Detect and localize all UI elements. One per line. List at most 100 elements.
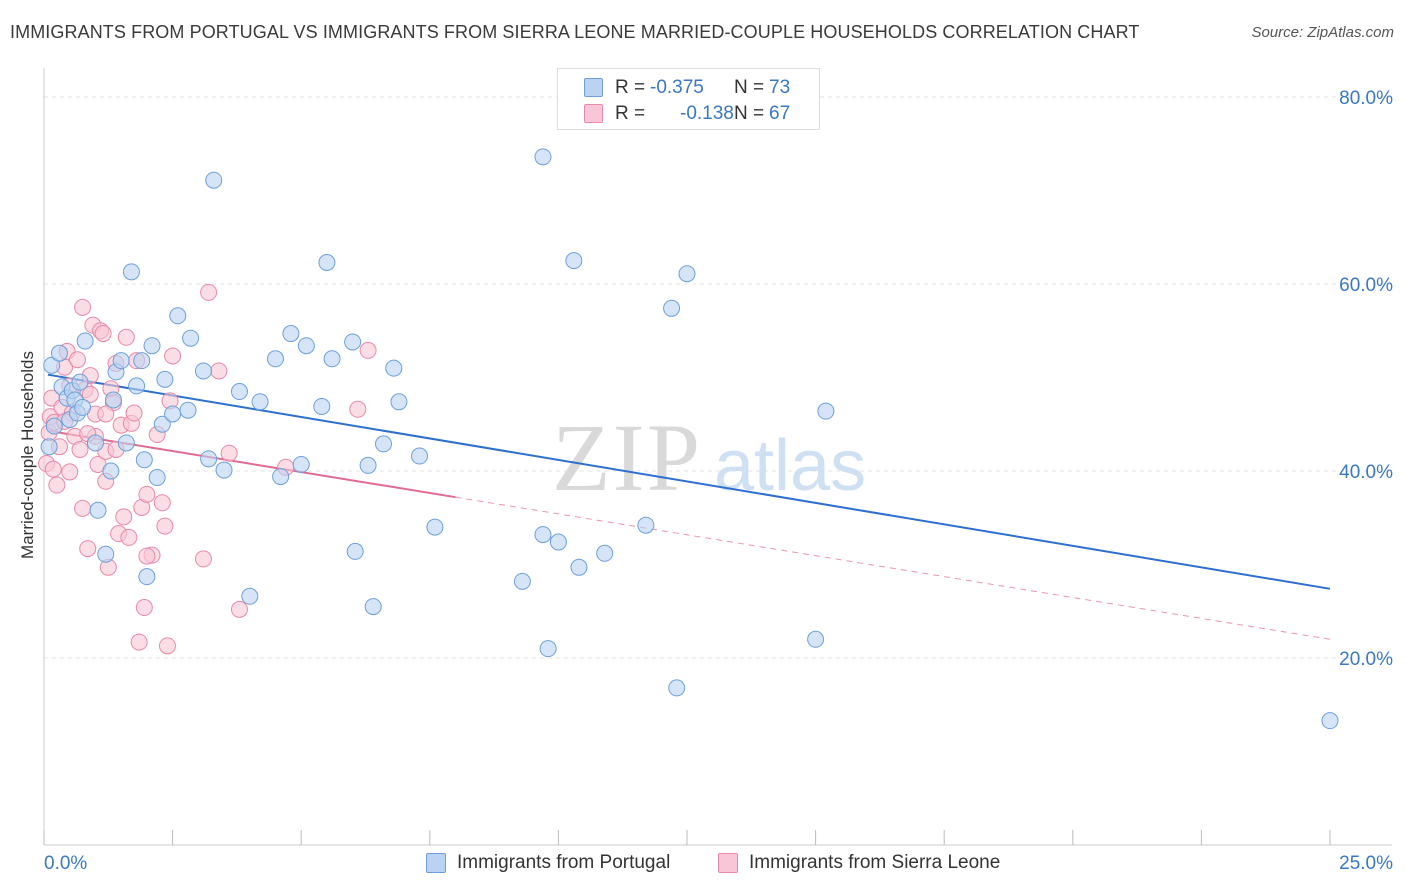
portugal-point [138, 568, 156, 586]
sierra-leone-point [130, 633, 148, 651]
sierra-leone-trend-extension [455, 496, 1331, 640]
sierra-leone-r-label: R = [615, 103, 646, 124]
sierra-leone-point [230, 600, 248, 618]
sierra-leone-point [138, 547, 156, 565]
portugal-point [74, 398, 92, 416]
sierra-leone-point [61, 463, 79, 481]
portugal-point [272, 468, 290, 486]
portugal-point [318, 253, 336, 271]
sierra-leone-legend-label: Immigrants from Sierra Leone [749, 852, 1001, 873]
portugal-point [122, 263, 140, 281]
sierra-leone-point [359, 341, 377, 359]
sierra-leone-point [153, 494, 171, 512]
sierra-leone-point [200, 283, 218, 301]
portugal-point [164, 405, 182, 423]
portugal-point [76, 332, 94, 350]
portugal-point [1321, 712, 1339, 730]
portugal-point [133, 352, 151, 370]
portugal-point [194, 362, 212, 380]
portugal-point [513, 572, 531, 590]
portugal-point [570, 558, 588, 576]
chart-title: IMMIGRANTS FROM PORTUGAL VS IMMIGRANTS F… [10, 22, 1140, 42]
sierra-leone-legend-swatch [718, 853, 738, 873]
sierra-leone-point [194, 550, 212, 568]
portugal-point [148, 469, 166, 487]
sierra-leone-point [48, 476, 66, 494]
portugal-point [390, 393, 408, 411]
portugal-point [359, 456, 377, 474]
portugal-point [156, 370, 174, 388]
portugal-point [230, 383, 248, 401]
y-tick-label: 40.0% [1339, 462, 1393, 483]
x-tick-label: 0.0% [44, 853, 87, 874]
portugal-point [169, 307, 187, 325]
portugal-swatch [584, 78, 603, 97]
portugal-point [411, 447, 429, 465]
sierra-leone-point [79, 540, 97, 558]
x-tick-label: 25.0% [1339, 853, 1393, 874]
portugal-legend-label: Immigrants from Portugal [457, 852, 671, 873]
sierra-leone-swatch [584, 104, 603, 123]
portugal-point [292, 455, 310, 473]
portugal-point [205, 171, 223, 189]
portugal-point [375, 435, 393, 453]
sierra-leone-n-label: N = [734, 103, 765, 124]
sierra-leone-point [125, 404, 143, 422]
portugal-point [266, 350, 284, 368]
watermark-atlas: atlas [714, 426, 866, 506]
portugal-point [104, 391, 122, 409]
portugal-point [596, 544, 614, 562]
portugal-point [102, 462, 120, 480]
sierra-leone-r-value: -0.138 [680, 103, 734, 124]
portugal-legend-swatch [426, 853, 446, 873]
sierra-leone-point [210, 362, 228, 380]
portugal-point [71, 373, 89, 391]
portugal-point [534, 526, 552, 544]
portugal-point [179, 401, 197, 419]
portugal-point [637, 516, 655, 534]
portugal-point [323, 350, 341, 368]
gridlines [44, 96, 1392, 659]
portugal-n-label: N = [734, 77, 765, 98]
portugal-point [128, 377, 146, 395]
sierra-leone-point [349, 400, 367, 418]
watermark-zip: ZIP [552, 404, 702, 511]
sierra-leone-point [164, 347, 182, 365]
portugal-point [135, 451, 153, 469]
portugal-point [364, 598, 382, 616]
sierra-leone-point [138, 485, 156, 503]
sierra-leone-n-value: 67 [769, 103, 791, 124]
portugal-point [251, 393, 269, 411]
portugal-point [539, 640, 557, 658]
portugal-point [182, 329, 200, 347]
portugal-point [50, 344, 68, 362]
portugal-r-value: -0.375 [650, 77, 704, 98]
sierra-leone-point [97, 405, 115, 423]
sierra-leone-point [220, 444, 238, 462]
portugal-point [45, 417, 63, 435]
portugal-points [40, 148, 1339, 730]
portugal-point [346, 542, 364, 560]
portugal-point [86, 434, 104, 452]
sierra-leone-point [68, 351, 86, 369]
sierra-leone-point [71, 440, 89, 458]
portugal-point [43, 356, 61, 374]
portugal-point [807, 630, 825, 648]
portugal-point [241, 587, 259, 605]
sierra-leone-point [156, 517, 174, 535]
portugal-point [663, 299, 681, 317]
watermark: ZIP atlas [552, 404, 866, 511]
portugal-r-label: R = [615, 77, 646, 98]
sierra-leone-point [120, 528, 138, 546]
portugal-point [97, 545, 115, 563]
sierra-leone-point [74, 499, 92, 517]
portugal-point [549, 533, 567, 551]
portugal-trend-line [47, 373, 1331, 590]
sierra-leone-point [74, 298, 92, 316]
portugal-point [565, 252, 583, 270]
portugal-point [40, 438, 58, 456]
y-tick-label: 80.0% [1339, 88, 1393, 109]
correlation-legend: R = -0.375 N = 73 R = -0.138 N = 67 [557, 68, 820, 130]
sierra-leone-point [158, 637, 176, 655]
